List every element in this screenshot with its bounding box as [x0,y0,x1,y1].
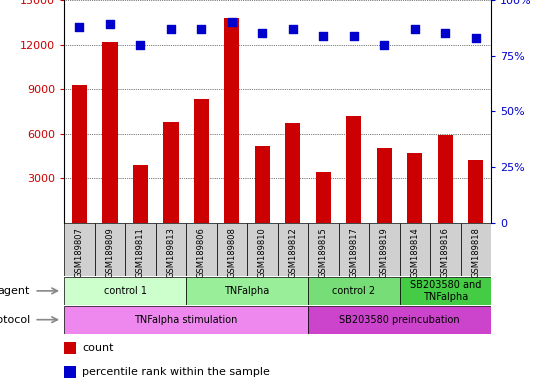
Text: GSM189812: GSM189812 [288,227,297,278]
FancyBboxPatch shape [95,223,125,276]
Point [380,41,389,48]
Point [75,24,84,30]
FancyBboxPatch shape [400,277,491,305]
Text: count: count [82,343,113,353]
FancyBboxPatch shape [247,223,278,276]
Bar [163,122,179,223]
Text: TNFalpha stimulation: TNFalpha stimulation [134,314,238,325]
Text: GSM189811: GSM189811 [136,227,145,278]
Text: GSM189807: GSM189807 [75,227,84,278]
Bar [102,41,118,223]
Text: SB203580 preincubation: SB203580 preincubation [339,314,460,325]
FancyBboxPatch shape [369,223,400,276]
Text: protocol: protocol [0,314,30,325]
Bar [407,153,422,223]
FancyBboxPatch shape [125,223,156,276]
Text: GSM189816: GSM189816 [441,227,450,278]
FancyBboxPatch shape [156,223,186,276]
Text: GSM189809: GSM189809 [105,227,114,278]
Text: GSM189808: GSM189808 [227,227,237,278]
FancyBboxPatch shape [339,223,369,276]
Point [319,33,328,39]
Text: GSM189806: GSM189806 [197,227,206,278]
Bar [437,135,453,223]
FancyBboxPatch shape [278,223,308,276]
FancyBboxPatch shape [186,223,217,276]
Bar [133,165,148,223]
Bar [285,123,300,223]
Bar [255,146,270,223]
Bar [64,366,76,378]
FancyBboxPatch shape [217,223,247,276]
Text: TNFalpha: TNFalpha [224,286,270,296]
Text: agent: agent [0,286,30,296]
Text: control 1: control 1 [104,286,147,296]
Bar [377,149,392,223]
Text: GSM189818: GSM189818 [472,227,480,278]
FancyBboxPatch shape [308,306,491,333]
Bar [468,161,483,223]
FancyBboxPatch shape [64,277,186,305]
Point [228,19,237,25]
Point [441,30,450,36]
Bar [224,18,239,223]
Text: GSM189814: GSM189814 [410,227,419,278]
Bar [346,116,362,223]
Text: GSM189819: GSM189819 [380,227,389,278]
Text: percentile rank within the sample: percentile rank within the sample [82,367,270,377]
FancyBboxPatch shape [430,223,460,276]
FancyBboxPatch shape [460,223,491,276]
Text: GSM189817: GSM189817 [349,227,358,278]
Point [288,26,297,32]
Point [349,33,358,39]
FancyBboxPatch shape [308,223,339,276]
Point [410,26,419,32]
Bar [316,172,331,223]
FancyBboxPatch shape [186,277,308,305]
Point [258,30,267,36]
Point [136,41,145,48]
Point [197,26,206,32]
Bar [64,342,76,354]
Point [166,26,175,32]
Text: GSM189810: GSM189810 [258,227,267,278]
Point [105,22,114,28]
FancyBboxPatch shape [64,306,308,333]
FancyBboxPatch shape [64,223,95,276]
Text: control 2: control 2 [332,286,376,296]
FancyBboxPatch shape [308,277,400,305]
Bar [72,84,87,223]
Bar [194,99,209,223]
FancyBboxPatch shape [400,223,430,276]
Point [472,35,480,41]
Text: GSM189815: GSM189815 [319,227,328,278]
Text: GSM189813: GSM189813 [166,227,175,278]
Text: SB203580 and
TNFalpha: SB203580 and TNFalpha [410,280,481,302]
